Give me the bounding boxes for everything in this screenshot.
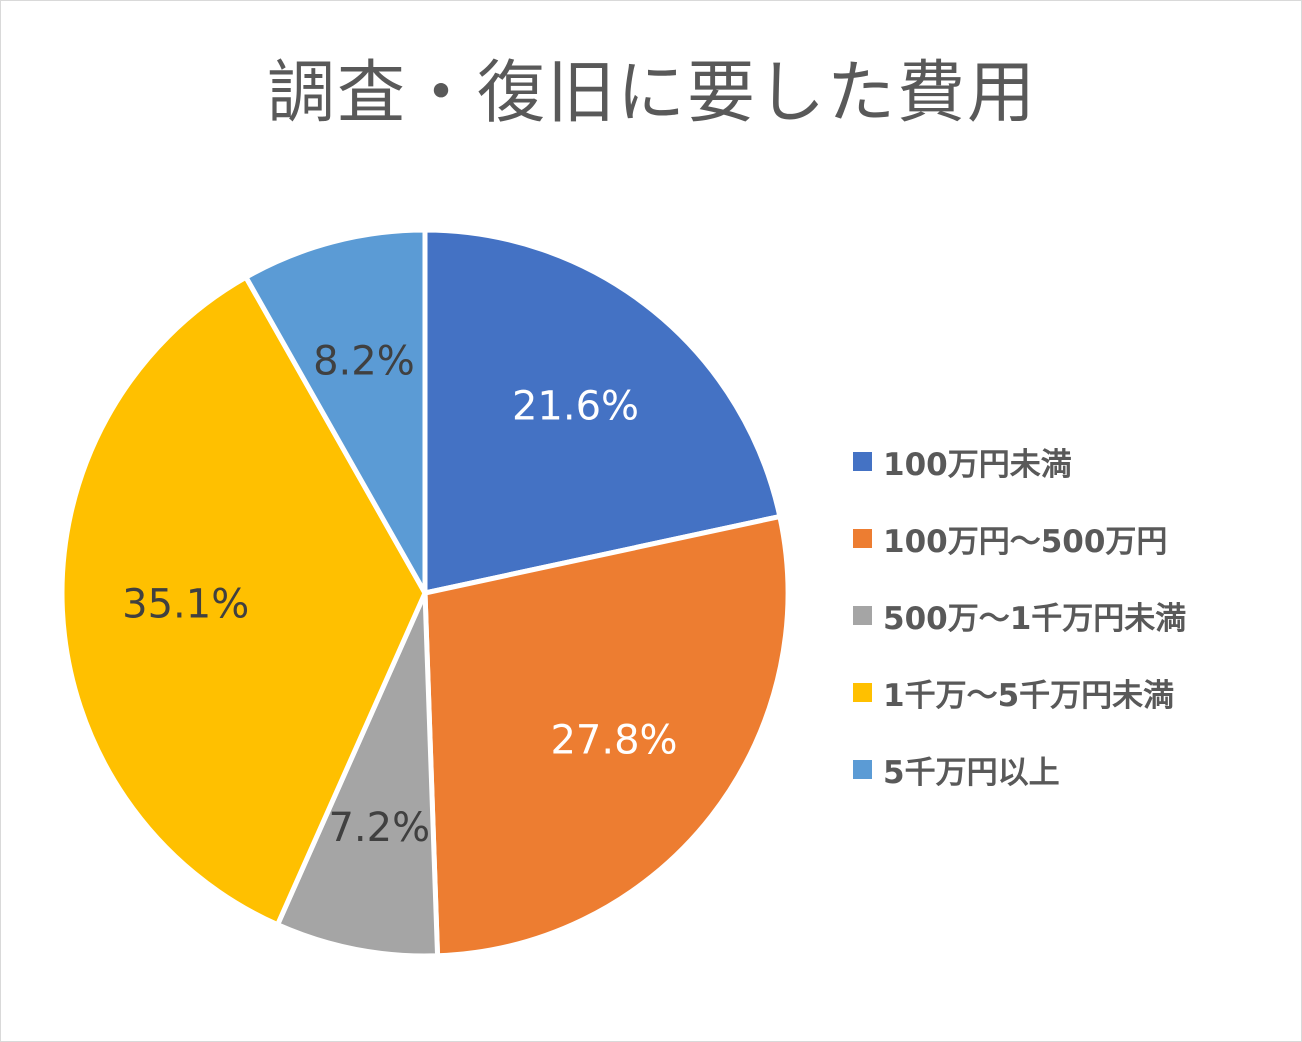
pie-slice-5 bbox=[243, 227, 428, 596]
legend-label: 500万〜1千万円未満 bbox=[883, 600, 1187, 637]
pie-data-label-4: 35.1% bbox=[122, 582, 249, 628]
legend-label: 100万円未満 bbox=[883, 446, 1072, 483]
legend-item: 1千万〜5千万円未満 bbox=[853, 669, 1186, 715]
pie-data-label-1: 21.6% bbox=[512, 384, 639, 430]
pie-slice-3 bbox=[275, 590, 441, 959]
legend-swatch bbox=[853, 528, 872, 548]
legend-item: 5千万円以上 bbox=[853, 746, 1186, 792]
legend-item: 100万円未満 bbox=[853, 438, 1186, 484]
pie-slice-1 bbox=[422, 227, 783, 596]
legend-swatch bbox=[853, 451, 872, 471]
pie-data-label-2: 27.8% bbox=[550, 717, 677, 763]
pie-data-label-3: 7.2% bbox=[328, 805, 430, 851]
chart-title: 調査・復旧に要した費用 bbox=[266, 54, 1037, 133]
legend-label: 5千万円以上 bbox=[883, 754, 1060, 791]
legend-item: 500万〜1千万円未満 bbox=[853, 592, 1186, 638]
pie-slice-4 bbox=[59, 274, 428, 928]
pie-slice-2 bbox=[422, 514, 791, 959]
legend-swatch bbox=[853, 605, 872, 625]
legend-label: 100万円〜500万円 bbox=[883, 523, 1168, 560]
legend-swatch bbox=[853, 682, 872, 702]
legend-swatch bbox=[853, 759, 872, 779]
pie-data-labels: 21.6% 27.8% 7.2% 35.1% 8.2% bbox=[122, 338, 677, 851]
legend-label: 1千万〜5千万円未満 bbox=[883, 677, 1175, 714]
pie-slices bbox=[59, 227, 791, 959]
legend-item: 100万円〜500万円 bbox=[853, 515, 1186, 561]
pie-data-label-5: 8.2% bbox=[313, 338, 415, 384]
chart-legend: 100万円未満 100万円〜500万円 500万〜1千万円未満 1千万〜5千万円未満 5… bbox=[853, 438, 1186, 823]
